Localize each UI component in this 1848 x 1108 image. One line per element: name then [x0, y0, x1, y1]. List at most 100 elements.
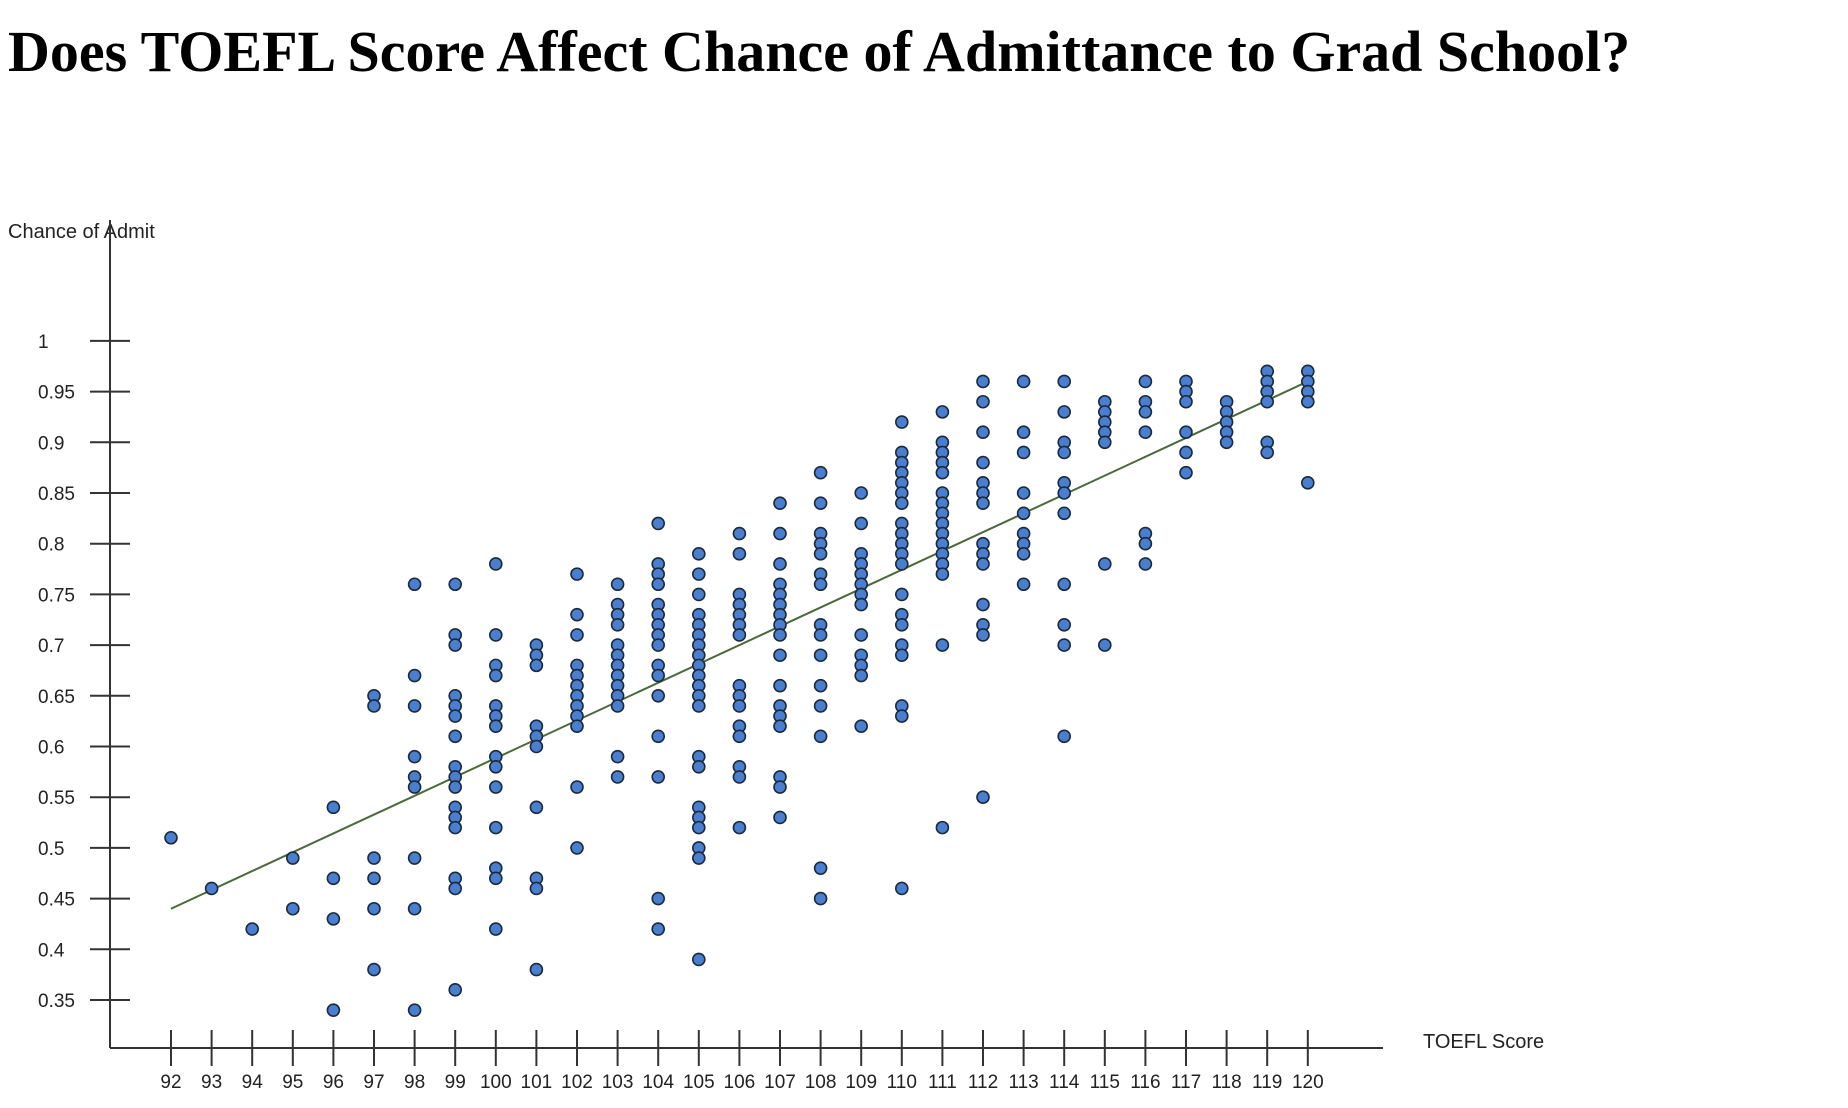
data-point	[1098, 638, 1112, 652]
data-point	[1219, 435, 1234, 450]
data-point	[204, 881, 219, 896]
data-point	[976, 455, 990, 470]
x-tick-label: 110	[887, 1072, 917, 1093]
data-point	[813, 628, 828, 642]
x-tick-label: 119	[1252, 1072, 1282, 1093]
data-point	[854, 719, 869, 734]
x-tick-label: 97	[363, 1072, 384, 1093]
y-tick-label: 0.55	[38, 788, 75, 809]
x-tick-label: 114	[1049, 1072, 1080, 1093]
data-point	[854, 628, 869, 642]
x-tick-label: 117	[1171, 1072, 1201, 1093]
data-point	[773, 678, 787, 693]
y-tick-label: 1	[38, 332, 49, 353]
data-point	[935, 465, 950, 480]
data-point	[976, 628, 990, 642]
x-tick-label: 105	[683, 1072, 715, 1093]
data-point	[854, 516, 869, 531]
x-tick-label: 115	[1090, 1072, 1120, 1093]
data-point	[488, 759, 503, 774]
x-tick-label: 107	[764, 1072, 796, 1093]
data-point	[1057, 374, 1071, 389]
x-tick-label: 113	[1008, 1072, 1038, 1093]
data-point	[448, 709, 463, 723]
y-tick-label: 0.35	[38, 991, 75, 1012]
data-point	[326, 800, 341, 815]
data-point	[976, 496, 990, 510]
data-point	[894, 557, 909, 571]
data-point	[651, 729, 666, 744]
x-tick-label: 103	[602, 1072, 634, 1093]
x-tick-label: 92	[160, 1072, 181, 1093]
data-point	[367, 871, 381, 886]
data-point	[935, 405, 950, 419]
x-tick-label: 106	[724, 1072, 756, 1093]
data-point	[1301, 476, 1315, 490]
data-point	[1016, 374, 1031, 389]
data-point	[570, 628, 584, 642]
data-point	[1016, 506, 1031, 521]
data-point	[773, 557, 787, 571]
data-point	[1016, 547, 1031, 561]
x-tick-label: 93	[201, 1072, 222, 1093]
data-point	[854, 597, 869, 612]
data-point	[691, 567, 706, 581]
y-tick-label: 0.85	[38, 484, 75, 505]
data-point	[285, 901, 300, 916]
data-point	[773, 648, 787, 663]
data-point	[326, 871, 341, 886]
trendline	[170, 380, 1309, 910]
data-point	[691, 952, 706, 967]
data-point	[448, 729, 463, 744]
data-point	[894, 415, 909, 429]
data-point	[894, 881, 909, 896]
data-point	[570, 567, 584, 581]
data-point	[570, 841, 584, 855]
data-point	[854, 668, 869, 683]
data-point	[367, 699, 381, 713]
data-point	[1057, 729, 1071, 744]
chart-title: Does TOEFL Score Affect Chance of Admitt…	[8, 19, 1631, 84]
data-point	[651, 577, 666, 592]
trendline-group	[170, 380, 1309, 910]
data-point	[610, 749, 625, 764]
data-point	[1138, 374, 1153, 389]
data-point	[610, 577, 625, 592]
data-point	[691, 547, 706, 561]
data-point	[813, 547, 828, 561]
data-point	[773, 719, 787, 734]
y-tick-label: 0.5	[38, 839, 64, 860]
x-tick-label: 109	[845, 1072, 877, 1093]
data-point	[488, 719, 503, 734]
data-point	[651, 688, 666, 703]
data-point	[1179, 394, 1193, 409]
x-tick-label: 98	[404, 1072, 425, 1093]
data-point	[1057, 405, 1071, 419]
data-point	[488, 628, 503, 642]
data-point	[976, 425, 990, 439]
y-tick-label: 0.65	[38, 687, 75, 708]
data-point	[813, 729, 828, 744]
data-point	[651, 638, 666, 652]
data-point	[326, 912, 341, 926]
y-tick-label: 0.75	[38, 585, 75, 606]
data-point	[651, 516, 666, 531]
y-tick-label: 0.45	[38, 890, 75, 911]
x-tick-label: 100	[480, 1072, 512, 1093]
data-point	[691, 759, 706, 774]
data-point	[488, 820, 503, 835]
y-axis-title: Chance of Admit	[8, 221, 155, 243]
data-point	[1098, 557, 1112, 571]
data-point	[732, 820, 747, 835]
data-point	[935, 638, 950, 652]
data-point	[1016, 445, 1031, 460]
data-point	[367, 901, 381, 916]
data-point	[935, 820, 950, 835]
data-point	[1057, 577, 1071, 592]
data-point	[1057, 486, 1071, 500]
y-tick-label: 0.6	[38, 738, 64, 759]
data-point	[529, 800, 544, 815]
data-point	[1057, 638, 1071, 652]
y-tick-label: 0.95	[38, 383, 75, 404]
